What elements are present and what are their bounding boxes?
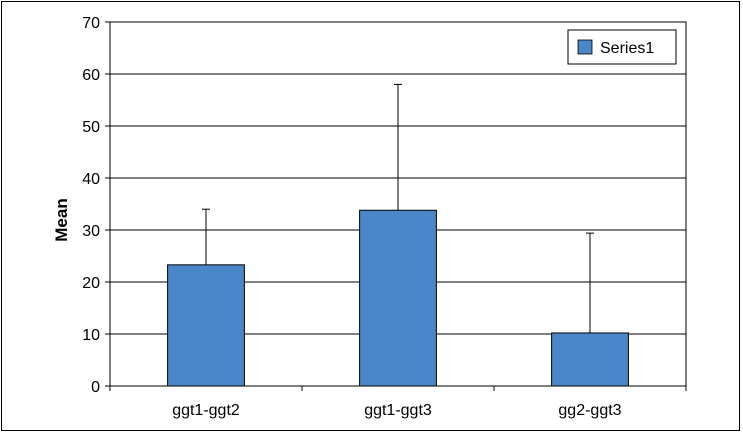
y-tick-label: 30 <box>82 223 100 240</box>
y-tick-label: 60 <box>82 67 100 84</box>
y-axis-ticks: 0 10 20 30 40 50 60 70 <box>82 15 110 396</box>
legend-label: Series1 <box>600 40 654 57</box>
x-category-label: ggt1-ggt2 <box>172 402 240 419</box>
y-tick-label: 0 <box>91 379 100 396</box>
x-category-label: gg2-ggt3 <box>558 402 621 419</box>
bar-ggt1-ggt2 <box>167 264 245 387</box>
y-tick-label: 50 <box>82 119 100 136</box>
y-axis-label: Mean <box>52 198 71 241</box>
bar-ggt1-ggt3 <box>359 209 437 387</box>
y-tick-label: 70 <box>82 15 100 32</box>
bar-gg2-ggt3 <box>551 332 629 387</box>
bars <box>167 209 629 387</box>
x-category-label: ggt1-ggt3 <box>364 402 432 419</box>
y-tick-label: 40 <box>82 171 100 188</box>
x-axis-categories: ggt1-ggt2 ggt1-ggt3 gg2-ggt3 <box>109 386 687 419</box>
y-tick-label: 20 <box>82 275 100 292</box>
legend-swatch <box>577 39 593 55</box>
error-bars <box>202 83 594 333</box>
legend: Series1 <box>567 29 677 65</box>
y-tick-label: 10 <box>82 327 100 344</box>
